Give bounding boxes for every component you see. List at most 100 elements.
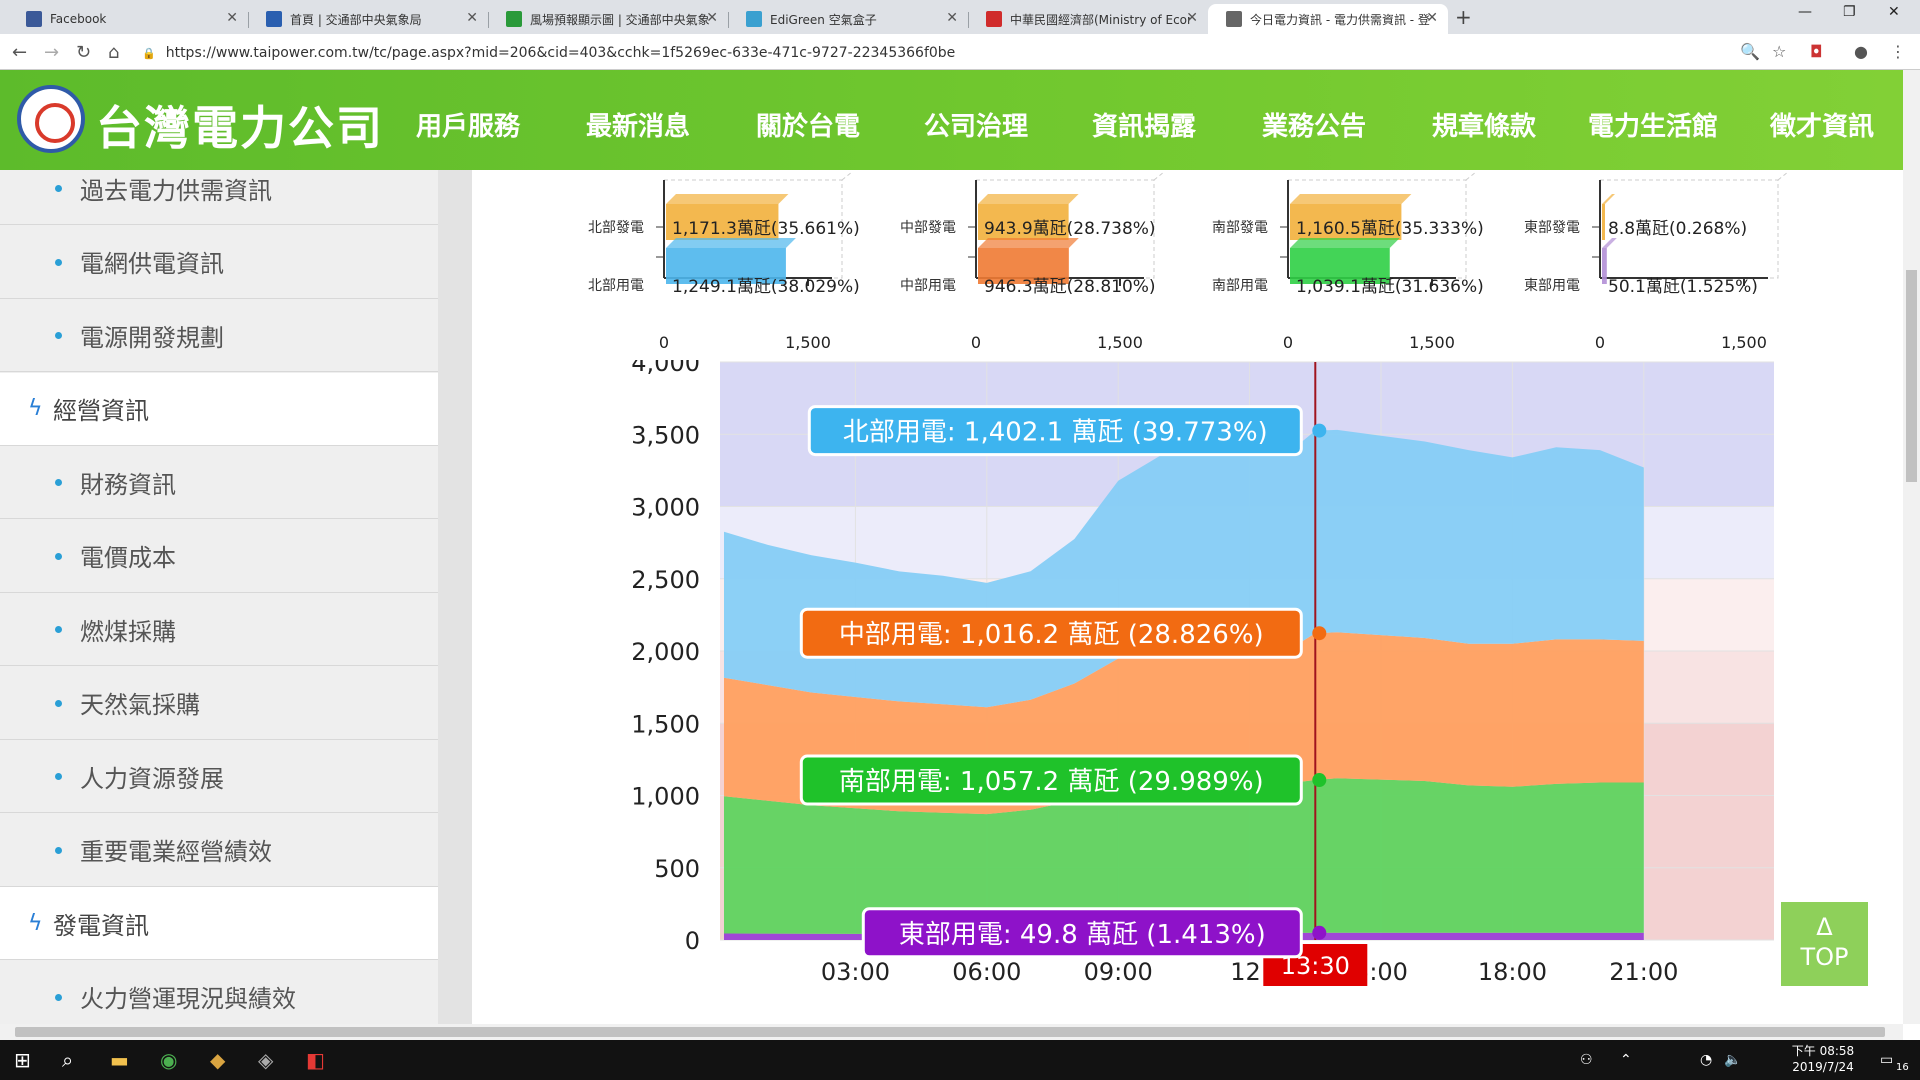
- windows-taskbar: ⊞ ⌕ ▬ ◉ ◆ ◈ ◧ ⚇ ⌃ ◔ 🔈 下午 08:58 2019/7/24…: [0, 1040, 1920, 1080]
- nav-item[interactable]: 最新消息: [586, 112, 691, 142]
- menu-icon[interactable]: ⋮: [1890, 42, 1906, 61]
- close-window-button[interactable]: ✕: [1888, 4, 1900, 20]
- notification-icon[interactable]: ▭: [1880, 1052, 1894, 1068]
- browser-tab[interactable]: EdiGreen 空氣盒子 ✕: [728, 4, 968, 34]
- generation-label: 中部發電: [900, 220, 956, 236]
- tab-close-icon[interactable]: ✕: [946, 10, 958, 26]
- horizontal-scroll-thumb[interactable]: [15, 1027, 1885, 1037]
- lightning-icon: ϟ: [28, 396, 43, 421]
- browser-tab[interactable]: 風場預報顯示圖 | 交通部中央氣象 ✕: [488, 4, 728, 34]
- bar-tick-label: 0: [1595, 333, 1605, 352]
- url-text: https://www.taipower.com.tw/tc/page.aspx…: [165, 45, 956, 61]
- tooltip-marker: [1312, 925, 1327, 940]
- site-logo-text[interactable]: 台灣電力公司: [96, 101, 384, 155]
- tab-close-icon[interactable]: ✕: [466, 10, 478, 26]
- wifi-icon[interactable]: ◔: [1700, 1052, 1713, 1068]
- app-icon-1[interactable]: ◆: [210, 1048, 226, 1072]
- taipower-logo-icon[interactable]: [17, 85, 85, 153]
- file-explorer-icon[interactable]: ▬: [110, 1048, 129, 1072]
- nav-item[interactable]: 關於台電: [756, 112, 861, 142]
- nav-item[interactable]: 規章條款: [1432, 112, 1537, 142]
- tab-favicon-icon: [506, 11, 522, 27]
- load-area-chart: 0 500 1,000 1,500 2,000 2,500 3,000 3,500 4,000 0…: [631, 360, 1774, 986]
- bar-grid-line: [1777, 171, 1789, 181]
- nav-item[interactable]: 用戶服務: [416, 112, 521, 142]
- back-to-top-button[interactable]: Δ TOP: [1781, 902, 1868, 986]
- back-icon[interactable]: ←: [12, 42, 28, 63]
- taskbar-clock[interactable]: 下午 08:58 2019/7/24: [1788, 1043, 1858, 1075]
- bar-tick-label: 0: [971, 333, 981, 352]
- windows-start-icon[interactable]: ⊞: [14, 1048, 31, 1072]
- lightning-icon: ϟ: [28, 910, 43, 936]
- sidebar-item-label: 重要電業經營績效: [80, 838, 272, 866]
- tooltip-text: 東部用電: 49.8 萬瓩 (1.413%): [899, 920, 1266, 950]
- sidebar-section[interactable]: ϟ 發電資訊: [0, 887, 438, 960]
- vertical-scroll-thumb[interactable]: [1906, 270, 1917, 482]
- tooltip-text: 北部用電: 1,402.1 萬瓩 (39.773%): [843, 418, 1268, 448]
- tray-chevron-icon[interactable]: ⌃: [1620, 1052, 1632, 1068]
- sidebar-item[interactable]: 重要電業經營績效: [0, 814, 438, 887]
- sidebar-item[interactable]: 電價成本: [0, 520, 438, 593]
- sidebar-item[interactable]: 電源開發規劃: [0, 299, 438, 372]
- sidebar-item[interactable]: 火力營運現況與績效: [0, 961, 438, 1034]
- sidebar-item-label: 天然氣採購: [80, 691, 200, 719]
- usage-bar-top: [1290, 238, 1400, 248]
- x-tick-label: 12:: [1230, 958, 1269, 986]
- volume-icon[interactable]: 🔈: [1724, 1052, 1742, 1068]
- y-tick-label: 4,000: [631, 360, 700, 377]
- sidebar-item[interactable]: 人力資源發展: [0, 740, 438, 813]
- sidebar-item[interactable]: 電網供電資訊: [0, 226, 438, 299]
- usage-bar: [1290, 248, 1390, 284]
- reload-icon[interactable]: ↻: [76, 42, 92, 63]
- search-icon[interactable]: ⌕: [62, 1048, 74, 1072]
- sidebar-item[interactable]: 天然氣採購: [0, 667, 438, 740]
- chrome-icon[interactable]: ◉: [160, 1048, 178, 1072]
- nav-item[interactable]: 電力生活館: [1588, 112, 1719, 142]
- browser-tab-bar: Facebook ✕ 首頁 | 交通部中央氣象局 ✕ 風場預報顯示圖 | 交通部中央氣象…: [0, 0, 1920, 34]
- tooltip-marker: [1312, 626, 1327, 641]
- sidebar-item[interactable]: 財務資訊: [0, 446, 438, 519]
- app-icon-2[interactable]: ◈: [258, 1048, 274, 1072]
- extension-icon[interactable]: ◘: [1810, 42, 1823, 61]
- tab-title: 中華民國經濟部(Ministry of Econ: [1010, 12, 1190, 27]
- nav-item[interactable]: 業務公告: [1262, 112, 1367, 142]
- profile-icon[interactable]: ●: [1854, 42, 1868, 61]
- sidebar-item[interactable]: 燃煤採購: [0, 593, 438, 666]
- browser-tab[interactable]: 首頁 | 交通部中央氣象局 ✕: [248, 4, 488, 34]
- maximize-button[interactable]: ❐: [1843, 4, 1856, 20]
- sidebar-item-label: 過去電力供需資訊: [80, 176, 272, 205]
- browser-tab[interactable]: Facebook ✕: [8, 4, 248, 34]
- people-icon[interactable]: ⚇: [1580, 1052, 1593, 1068]
- lock-icon: 🔒: [142, 46, 156, 60]
- tab-separator: [248, 12, 249, 28]
- nav-item[interactable]: 公司治理: [924, 112, 1029, 142]
- sidebar-item[interactable]: 過去電力供需資訊: [0, 152, 438, 225]
- url-field[interactable]: 🔒 https://www.taipower.com.tw/tc/page.as…: [142, 42, 1774, 64]
- home-icon[interactable]: ⌂: [108, 42, 120, 63]
- usage-bar-top: [1602, 238, 1617, 248]
- x-tick-label: 06:00: [952, 958, 1021, 986]
- usage-label: 北部用電: [588, 278, 644, 294]
- forward-icon[interactable]: →: [44, 42, 60, 63]
- tooltip-box: [807, 405, 1303, 457]
- tab-favicon-icon: [26, 11, 42, 27]
- tab-close-icon[interactable]: ✕: [226, 10, 238, 26]
- bookmark-star-icon[interactable]: ☆: [1772, 42, 1787, 61]
- browser-tab[interactable]: 中華民國經濟部(Ministry of Econ ✕: [968, 4, 1208, 34]
- minimize-button[interactable]: —: [1798, 4, 1812, 20]
- new-tab-button[interactable]: +: [1455, 5, 1472, 29]
- sidebar-section[interactable]: ϟ 經營資訊: [0, 372, 438, 446]
- generation-value: 943.9萬瓩(28.738%): [984, 219, 1156, 239]
- tab-close-icon[interactable]: ✕: [1186, 10, 1198, 26]
- zoom-icon[interactable]: 🔍: [1740, 42, 1760, 61]
- tab-close-icon[interactable]: ✕: [706, 10, 718, 26]
- nav-item[interactable]: 資訊揭露: [1092, 112, 1197, 142]
- tab-close-icon[interactable]: ✕: [1426, 10, 1438, 26]
- app-icon-3[interactable]: ◧: [306, 1048, 325, 1072]
- sidebar-item-label: 電源開發規劃: [80, 323, 224, 352]
- nav-item[interactable]: 徵才資訊: [1770, 112, 1875, 142]
- browser-tab[interactable]: 今日電力資訊 - 電力供需資訊 - 登 ✕: [1208, 4, 1448, 34]
- vertical-scrollbar[interactable]: [1903, 70, 1920, 1024]
